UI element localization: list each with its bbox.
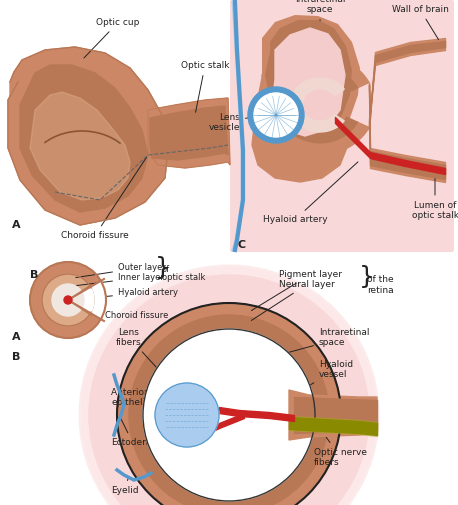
- Text: Inner layer: Inner layer: [76, 273, 164, 286]
- Circle shape: [155, 383, 219, 447]
- Polygon shape: [20, 65, 148, 212]
- Text: Choroid fissure: Choroid fissure: [99, 311, 169, 320]
- Text: Ectoderm: Ectoderm: [111, 418, 154, 447]
- Text: Anterior lens
epithelium: Anterior lens epithelium: [111, 386, 184, 407]
- Polygon shape: [30, 92, 130, 200]
- Circle shape: [79, 265, 379, 505]
- Polygon shape: [148, 98, 230, 168]
- Text: A: A: [12, 220, 21, 230]
- Text: }: }: [155, 256, 171, 280]
- Text: }: }: [359, 265, 375, 289]
- Circle shape: [42, 274, 94, 326]
- Circle shape: [52, 284, 84, 316]
- Text: Eyelid: Eyelid: [111, 478, 139, 495]
- Text: Intraretinal
space: Intraretinal space: [282, 328, 370, 355]
- Text: Choroid fissure: Choroid fissure: [61, 158, 147, 240]
- Circle shape: [89, 275, 369, 505]
- Polygon shape: [278, 67, 357, 143]
- Text: Lumen of
optic stalk: Lumen of optic stalk: [411, 171, 458, 220]
- Text: B: B: [12, 352, 20, 362]
- Circle shape: [99, 285, 359, 505]
- Circle shape: [254, 93, 298, 137]
- Polygon shape: [265, 20, 352, 140]
- Text: Lens
vesicle: Lens vesicle: [208, 113, 260, 132]
- Text: Hyaloid artery: Hyaloid artery: [263, 162, 358, 224]
- Text: Optic nerve
fibers: Optic nerve fibers: [314, 429, 367, 467]
- FancyBboxPatch shape: [230, 0, 454, 252]
- Text: Optic cup: Optic cup: [84, 18, 140, 58]
- Circle shape: [129, 315, 329, 505]
- Circle shape: [64, 296, 72, 304]
- Text: Outer layer: Outer layer: [76, 263, 166, 278]
- Polygon shape: [272, 28, 345, 136]
- Text: Hyaloid
vessel: Hyaloid vessel: [267, 360, 353, 412]
- Text: Pigment layer: Pigment layer: [251, 270, 342, 311]
- Text: C: C: [238, 240, 246, 250]
- Polygon shape: [262, 15, 360, 148]
- Circle shape: [248, 87, 304, 143]
- Polygon shape: [290, 78, 344, 132]
- Text: Neural layer: Neural layer: [251, 280, 335, 321]
- Text: of: of: [162, 265, 170, 274]
- Polygon shape: [148, 98, 230, 168]
- Polygon shape: [265, 56, 369, 155]
- Circle shape: [143, 329, 315, 501]
- Circle shape: [81, 267, 377, 505]
- Text: Wall of brain: Wall of brain: [392, 5, 448, 39]
- Wedge shape: [68, 281, 106, 319]
- Circle shape: [117, 303, 341, 505]
- Text: Undifferentiated
mesenchyme: Undifferentiated mesenchyme: [0, 504, 1, 505]
- Polygon shape: [289, 390, 377, 440]
- Text: A: A: [12, 332, 21, 342]
- Text: Optic stalk: Optic stalk: [181, 61, 229, 112]
- Text: optic stalk: optic stalk: [162, 273, 205, 282]
- Text: retina: retina: [367, 286, 393, 295]
- Circle shape: [114, 300, 344, 505]
- Text: Hyaloid artery: Hyaloid artery: [71, 288, 178, 300]
- Polygon shape: [150, 106, 228, 160]
- Text: of the: of the: [367, 275, 393, 284]
- Wedge shape: [68, 289, 94, 311]
- Text: Intraretinal
space: Intraretinal space: [295, 0, 345, 92]
- Circle shape: [30, 262, 106, 338]
- Text: B: B: [30, 270, 38, 280]
- Polygon shape: [252, 60, 348, 182]
- Text: Lens
fibers: Lens fibers: [116, 328, 175, 388]
- Polygon shape: [8, 47, 168, 225]
